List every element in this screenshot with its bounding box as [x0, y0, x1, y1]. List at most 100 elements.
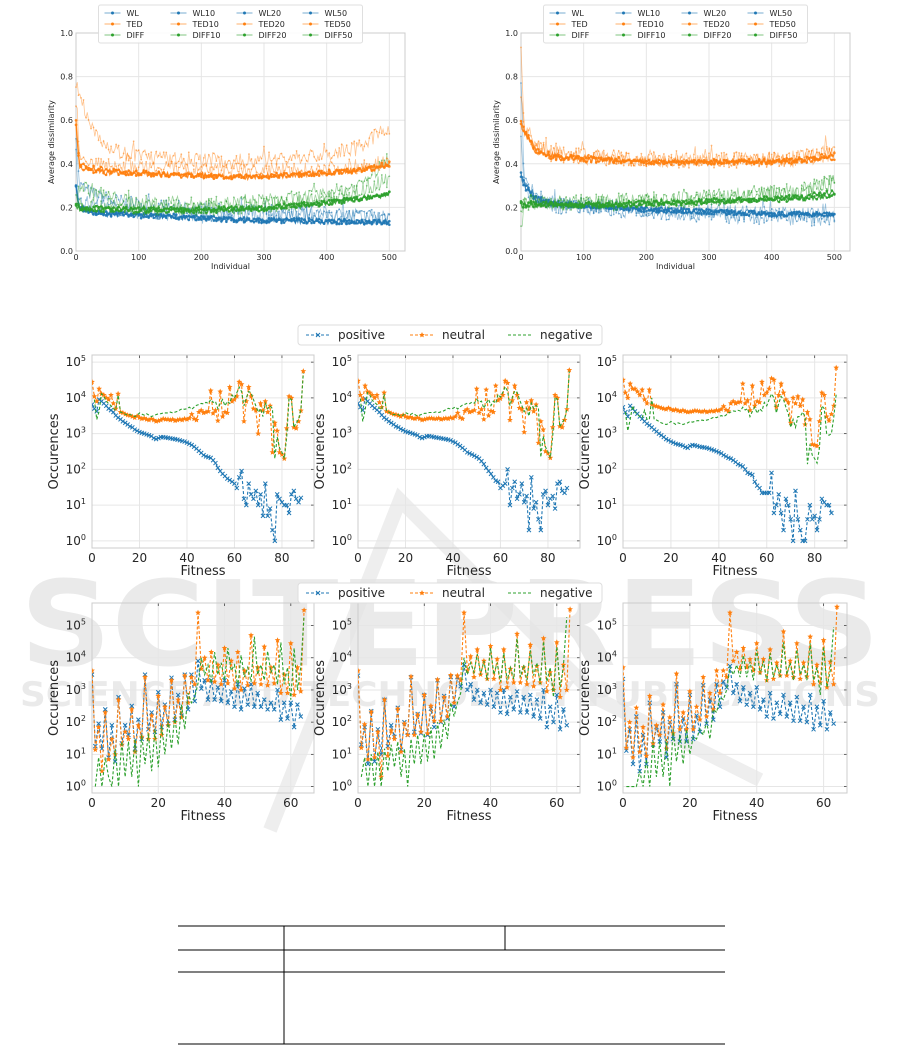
- data-point: [182, 211, 186, 215]
- data-point: [388, 219, 391, 223]
- data-point: [137, 210, 140, 214]
- data-point: [99, 210, 103, 213]
- data-point: [134, 169, 138, 172]
- data-point: [82, 207, 85, 210]
- data-point: [215, 195, 218, 198]
- data-point: [100, 186, 102, 189]
- data-point: [250, 209, 253, 213]
- data-point: [270, 210, 273, 212]
- data-point: [338, 189, 341, 192]
- series-line: [75, 82, 390, 169]
- data-point: [275, 220, 278, 223]
- data-point: [169, 208, 173, 212]
- data-point: [385, 133, 388, 135]
- data-point: [85, 116, 87, 119]
- data-point: [97, 139, 100, 142]
- data-point: [257, 209, 261, 213]
- data-point: [388, 175, 391, 178]
- data-point: [317, 217, 321, 221]
- data-point: [77, 204, 80, 208]
- data-point: [273, 157, 275, 160]
- data-point: [258, 219, 260, 222]
- data-point: [77, 94, 80, 97]
- data-point: [270, 214, 273, 217]
- data-point: [190, 207, 193, 210]
- data-point: [362, 195, 366, 199]
- data-point: [365, 222, 369, 225]
- data-point: [107, 158, 110, 160]
- data-point: [258, 159, 260, 162]
- data-point: [215, 219, 218, 223]
- x-tick-label: 200: [194, 253, 209, 262]
- data-point: [135, 196, 138, 199]
- data-point: [220, 208, 223, 211]
- data-point: [358, 194, 361, 196]
- data-point: [385, 152, 388, 155]
- data-point: [318, 199, 321, 202]
- data-point: [260, 205, 263, 208]
- data-point: [270, 160, 273, 162]
- data-point: [285, 196, 288, 199]
- data-point: [132, 140, 135, 143]
- data-point: [107, 197, 110, 200]
- data-point: [358, 211, 361, 214]
- data-point: [135, 213, 138, 216]
- data-point: [155, 198, 158, 201]
- data-point: [125, 203, 128, 206]
- data-point: [245, 216, 248, 219]
- data-point: [380, 214, 383, 216]
- data-point: [235, 203, 238, 206]
- data-point: [157, 218, 160, 221]
- data-point: [240, 195, 243, 198]
- data-point: [195, 152, 198, 155]
- data-point: [129, 212, 133, 216]
- data-point: [179, 173, 183, 176]
- data-point: [205, 205, 208, 208]
- data-point: [338, 193, 341, 196]
- data-point: [150, 151, 153, 154]
- data-point: [253, 222, 255, 224]
- data-point: [323, 142, 326, 145]
- data-point: [179, 206, 183, 210]
- data-point: [110, 200, 112, 203]
- data-point: [257, 217, 261, 220]
- data-point: [378, 218, 381, 222]
- data-point: [210, 215, 213, 219]
- data-point: [100, 200, 102, 202]
- data-point: [242, 216, 246, 219]
- x-tick-label: 400: [319, 253, 334, 262]
- data-point: [265, 219, 268, 223]
- data-point: [195, 213, 198, 216]
- data-point: [330, 203, 333, 206]
- data-point: [172, 207, 176, 210]
- data-point: [165, 203, 168, 206]
- data-point: [207, 206, 211, 210]
- data-point: [185, 163, 188, 166]
- data-point: [87, 164, 90, 167]
- data-point: [302, 200, 306, 204]
- data-point: [147, 152, 150, 155]
- data-point: [205, 200, 208, 203]
- data-point: [278, 210, 280, 213]
- data-point: [352, 220, 356, 223]
- data-point: [252, 208, 256, 211]
- data-point: [287, 219, 291, 222]
- data-point: [365, 212, 368, 215]
- data-point: [210, 206, 213, 209]
- data-point: [117, 206, 120, 209]
- data-point: [157, 202, 160, 205]
- y-tick-label: 0.0: [60, 247, 73, 256]
- data-point: [332, 221, 336, 224]
- data-point: [172, 199, 175, 202]
- data-point: [102, 189, 105, 192]
- data-point: [127, 169, 130, 172]
- data-point: [220, 219, 223, 223]
- data-point: [285, 216, 288, 220]
- data-point: [90, 127, 92, 130]
- data-point: [89, 208, 93, 211]
- data-point: [109, 214, 113, 217]
- data-point: [80, 197, 82, 200]
- data-point: [180, 204, 183, 206]
- data-point: [77, 170, 80, 173]
- data-point: [112, 206, 115, 209]
